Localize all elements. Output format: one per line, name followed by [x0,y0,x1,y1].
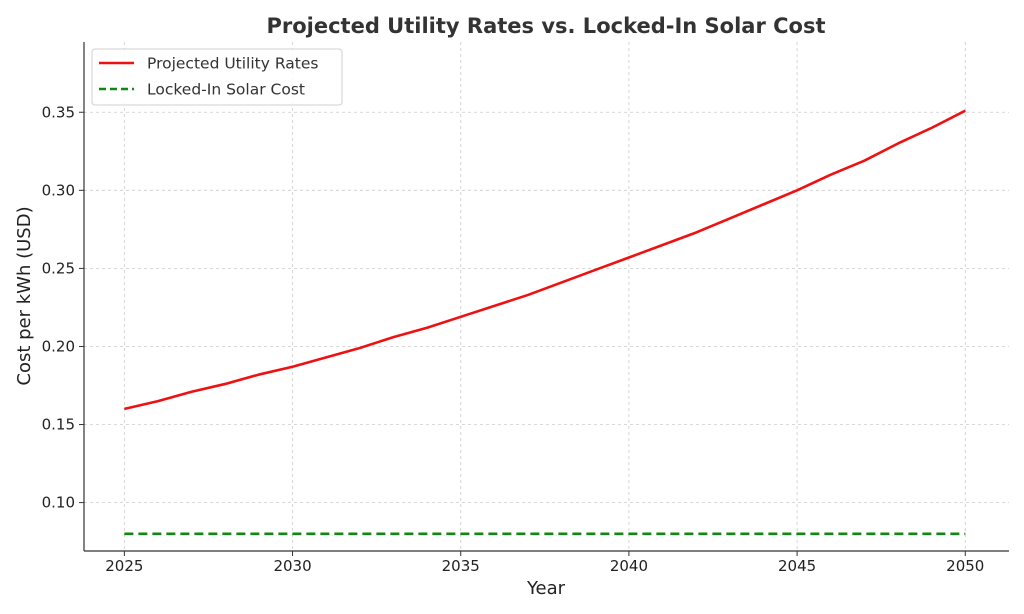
x-tick-label: 2035 [442,557,480,575]
ticks: 2025 2030 2035 2040 2045 2050 0.10 0.15 0.20 0.25… [42,103,985,575]
legend: Projected Utility Rates Locked-In Solar C… [91,48,343,106]
x-tick-label: 2050 [946,557,984,575]
x-tick-label: 2045 [778,557,816,575]
legend-box [91,48,343,106]
y-tick-label: 0.10 [42,494,75,512]
series-line-projected-utility-rates [124,109,966,411]
x-tick-label: 2025 [105,557,143,575]
y-tick-label: 0.25 [42,259,75,277]
y-tick-label: 0.20 [42,337,75,355]
chart-title: Projected Utility Rates vs. Locked-In So… [266,14,825,38]
y-tick-label: 0.30 [42,181,75,199]
y-axis-label: Cost per kWh (USD) [14,206,35,385]
series-group [124,109,966,536]
x-axis-label: Year [526,578,566,599]
legend-label: Locked-In Solar Cost [147,81,305,99]
y-tick-label: 0.15 [42,416,75,434]
x-tick-label: 2030 [273,557,311,575]
y-tick-label: 0.35 [42,103,75,121]
legend-label: Projected Utility Rates [147,55,318,73]
grid [84,42,1009,551]
axes [83,42,1009,552]
x-tick-label: 2040 [610,557,648,575]
